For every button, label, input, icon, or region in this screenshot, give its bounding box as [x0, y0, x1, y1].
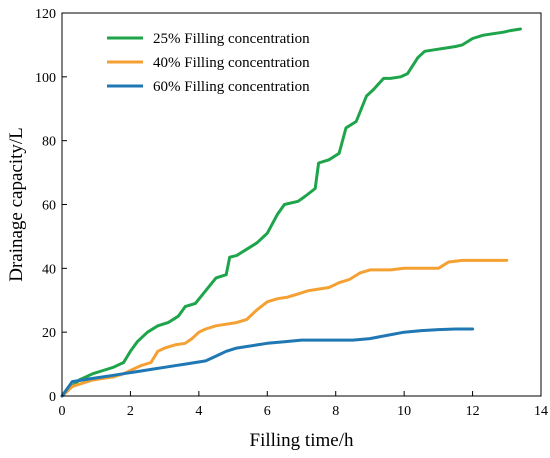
y-axis-title: Drainage capacity/L	[6, 127, 27, 282]
x-tick-label: 14	[534, 404, 548, 419]
legend-label-1: 25% Filling concentration	[153, 31, 310, 47]
y-tick-label: 80	[42, 135, 56, 150]
series-line-3	[60, 327, 475, 398]
series-line-1	[60, 27, 522, 398]
series-line-2	[60, 258, 509, 398]
x-tick-label: 12	[466, 404, 480, 419]
y-tick-label: 60	[42, 199, 56, 214]
y-tick-label: 0	[49, 390, 56, 405]
axis-ticks: 0 2 4 6 8 10 12 14 0 20 40 60 80 100 120	[35, 7, 548, 419]
x-tick-label: 10	[397, 404, 411, 419]
y-tick-label: 40	[42, 262, 56, 277]
x-tick-label: 0	[59, 404, 66, 419]
y-tick-label: 120	[35, 7, 56, 22]
x-tick-label: 8	[332, 404, 339, 419]
legend-label-3: 60% Filling concentration	[153, 79, 310, 95]
legend: 25% Filling concentration 40% Filling con…	[107, 31, 310, 95]
y-tick-label: 100	[35, 71, 56, 86]
legend-label-2: 40% Filling concentration	[153, 55, 310, 71]
x-tick-label: 2	[127, 404, 134, 419]
y-tick-label: 20	[42, 326, 56, 341]
x-tick-label: 4	[195, 404, 202, 419]
x-axis-title: Filling time/h	[250, 430, 354, 451]
series-layer	[60, 27, 522, 398]
x-tick-label: 6	[264, 404, 271, 419]
